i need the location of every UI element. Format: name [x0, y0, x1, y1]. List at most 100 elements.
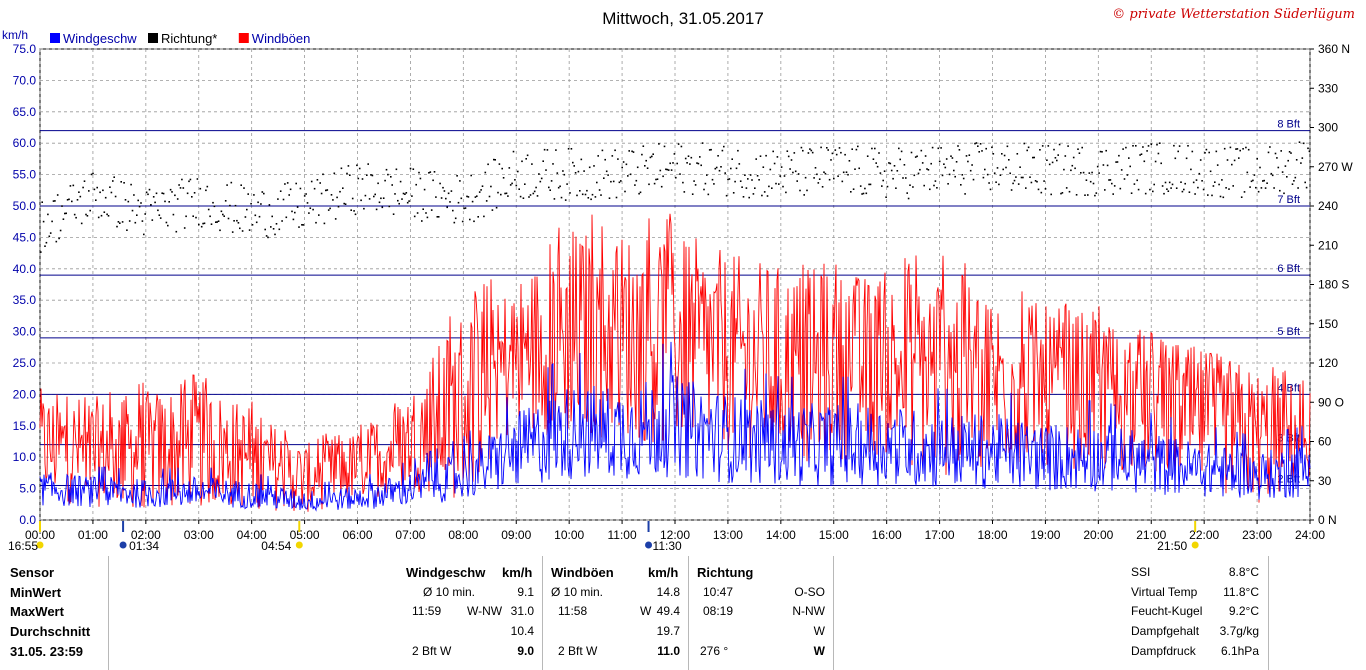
richtung-point — [327, 209, 330, 211]
richtung-point — [507, 195, 509, 197]
richtung-point — [689, 163, 691, 165]
richtung-point — [279, 190, 282, 192]
richtung-point — [289, 188, 292, 191]
richtung-point — [522, 197, 525, 199]
richtung-point — [127, 200, 130, 203]
richtung-point — [1149, 188, 1151, 191]
richtung-point — [1232, 185, 1234, 187]
richtung-point — [222, 213, 224, 216]
richtung-point — [460, 197, 463, 200]
chart-series — [39, 141, 1311, 512]
richtung-point — [1192, 181, 1195, 184]
richtung-point — [188, 180, 190, 183]
richtung-point — [1226, 159, 1229, 161]
richtung-point — [1221, 179, 1223, 181]
richtung-point — [809, 148, 811, 150]
richtung-point — [342, 187, 344, 189]
richtung-point — [1263, 179, 1265, 182]
richtung-point — [343, 202, 345, 205]
richtung-point — [193, 192, 196, 194]
table-separator — [688, 556, 689, 670]
right-tick-label: 90 O — [1318, 395, 1344, 409]
richtung-point — [1129, 165, 1131, 168]
richtung-point — [454, 217, 457, 220]
richtung-point — [51, 220, 53, 223]
richtung-point — [421, 220, 423, 222]
richtung-point — [1255, 186, 1257, 189]
richtung-point — [686, 162, 688, 164]
richtung-point — [260, 203, 262, 205]
richtung-point — [827, 149, 829, 151]
richtung-point — [315, 221, 317, 224]
richtung-point — [484, 171, 487, 174]
richtung-point — [1060, 192, 1062, 195]
richtung-point — [1128, 157, 1130, 159]
richtung-point — [1301, 157, 1304, 159]
richtung-point — [1240, 196, 1243, 198]
richtung-point — [281, 220, 283, 222]
richtung-point — [329, 207, 331, 210]
extra-value-ssi: 8.8°C — [1228, 565, 1259, 579]
richtung-point — [580, 158, 583, 161]
richtung-point — [1009, 172, 1011, 175]
richtung-point — [144, 213, 146, 215]
richtung-point — [533, 190, 536, 193]
richtung-point — [1185, 157, 1188, 160]
richtung-point — [1262, 180, 1264, 182]
richtung-point — [641, 153, 643, 156]
richtung-point — [286, 182, 289, 184]
richtung-point — [192, 215, 194, 217]
richtung-point — [1074, 167, 1076, 170]
richtung-point — [758, 179, 760, 181]
richtung-point — [1164, 181, 1167, 184]
richtung-point — [474, 196, 477, 198]
richtung-point — [40, 251, 42, 253]
x-tick-label: 16:00 — [872, 528, 902, 542]
richtung-point — [1154, 160, 1157, 163]
richtung-point — [598, 189, 601, 191]
richtung-point — [110, 191, 113, 194]
richtung-point — [93, 188, 96, 191]
richtung-point — [508, 167, 511, 169]
richtung-point — [356, 164, 358, 167]
richtung-point — [360, 199, 362, 202]
richtung-point — [124, 199, 127, 201]
richtung-point — [1082, 171, 1085, 174]
richtung-point — [1025, 187, 1027, 189]
x-tick-label: 17:00 — [925, 528, 955, 542]
richtung-point — [357, 177, 360, 180]
richtung-point — [490, 185, 492, 188]
richtung-point — [732, 192, 735, 194]
richtung-point — [1022, 176, 1024, 179]
richtung-point — [168, 201, 170, 203]
windboeen-max-time: 11:58 — [558, 604, 588, 618]
legend-swatch — [238, 33, 249, 43]
richtung-point — [744, 174, 746, 176]
right-tick-label: 360 N — [1318, 42, 1350, 56]
richtung-point — [1209, 170, 1212, 173]
richtung-point — [275, 223, 278, 225]
richtung-point — [339, 190, 341, 193]
richtung-point — [172, 213, 175, 216]
richtung-point — [48, 235, 51, 238]
richtung-point — [826, 147, 828, 149]
richtung-point — [1012, 182, 1014, 185]
richtung-point — [425, 212, 427, 214]
richtung-point — [1013, 179, 1016, 182]
richtung-point — [1139, 154, 1141, 156]
richtung-point — [890, 169, 893, 172]
richtung-point — [143, 233, 145, 236]
richtung-point — [140, 202, 142, 204]
richtung-point — [850, 191, 852, 193]
richtung-point — [64, 212, 66, 215]
richtung-point — [651, 155, 653, 158]
richtung-point — [381, 206, 384, 209]
legend-label: Richtung* — [161, 31, 217, 46]
richtung-point — [1080, 172, 1082, 174]
richtung-point — [837, 175, 839, 177]
richtung-point — [42, 220, 45, 223]
richtung-point — [998, 183, 1000, 186]
richtung-point — [1260, 187, 1263, 189]
richtung-point — [199, 187, 202, 190]
richtung-point — [463, 207, 465, 210]
